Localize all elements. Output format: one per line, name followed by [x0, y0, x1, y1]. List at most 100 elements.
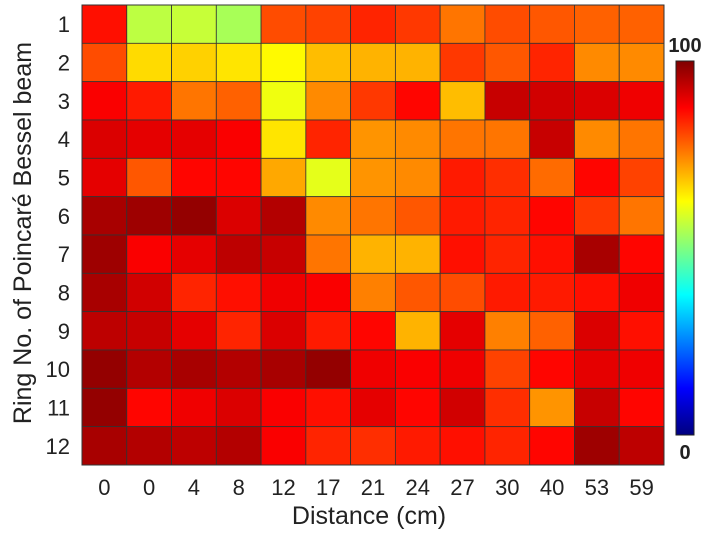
heatmap-cell	[618, 4, 665, 44]
heatmap-cell	[171, 426, 217, 466]
heatmap-cell	[260, 272, 307, 313]
heatmap-cell	[171, 4, 217, 44]
heatmap-cell	[574, 234, 620, 274]
heatmap-cell	[260, 4, 307, 44]
heatmap-cell	[618, 196, 665, 236]
heatmap-cell	[350, 81, 396, 121]
heatmap-cell	[215, 119, 262, 159]
heatmap-cell	[171, 272, 217, 313]
heatmap-cell	[394, 426, 441, 466]
heatmap-cell	[439, 42, 486, 83]
heatmap-cell	[574, 387, 620, 428]
x-tick-label: 24	[406, 475, 430, 500]
heatmap-cell	[484, 119, 531, 159]
x-tick-label: 53	[585, 475, 609, 500]
heatmap-cell	[618, 426, 665, 466]
heatmap-cell	[618, 157, 665, 198]
y-tick-label: 12	[46, 434, 70, 459]
heatmap-cell	[484, 387, 531, 428]
heatmap-cell	[171, 387, 217, 428]
heatmap-cell	[394, 311, 441, 351]
plot-frame	[81, 4, 665, 466]
x-tick-label: 8	[233, 475, 245, 500]
heatmap-cell	[394, 196, 441, 236]
heatmap-cell	[126, 81, 172, 121]
heatmap-cell	[260, 349, 307, 389]
heatmap-cell	[260, 234, 307, 274]
heatmap-cell	[350, 119, 396, 159]
x-tick-label: 0	[143, 475, 155, 500]
x-tick-label: 27	[450, 475, 474, 500]
heatmap-cell	[394, 272, 441, 313]
heatmap-cell	[81, 349, 128, 389]
heatmap-cell	[574, 426, 620, 466]
heatmap-cell	[81, 196, 128, 236]
heatmap-cell	[394, 349, 441, 389]
heatmap-cell	[350, 4, 396, 44]
heatmap-cell	[171, 234, 217, 274]
y-tick-label: 2	[58, 51, 70, 76]
heatmap-cell	[305, 349, 352, 389]
heatmap-cell	[618, 272, 665, 313]
heatmap-cell	[260, 157, 307, 198]
heatmap-cell	[529, 157, 575, 198]
heatmap-cell	[574, 42, 620, 83]
heatmap-cell	[484, 196, 531, 236]
heatmap-cell	[529, 234, 575, 274]
heatmap-cell	[439, 387, 486, 428]
heatmap-cell	[305, 234, 352, 274]
heatmap-cell	[574, 4, 620, 44]
heatmap-cell	[260, 42, 307, 83]
heatmap-cell	[574, 81, 620, 121]
y-tick-label: 1	[58, 12, 70, 37]
heatmap-cell	[484, 234, 531, 274]
heatmap-cell	[305, 426, 352, 466]
heatmap-cell	[171, 311, 217, 351]
heatmap-cell	[529, 426, 575, 466]
heatmap-cell	[305, 4, 352, 44]
x-tick-label: 40	[540, 475, 564, 500]
x-tick-label: 17	[316, 475, 340, 500]
heatmap-cell	[529, 387, 575, 428]
heatmap-cell	[215, 42, 262, 83]
heatmap-cell	[484, 272, 531, 313]
heatmap-cell	[126, 311, 172, 351]
heatmap-cell	[215, 4, 262, 44]
heatmap-cell	[350, 42, 396, 83]
heatmap-cell	[350, 196, 396, 236]
heatmap-cell	[171, 119, 217, 159]
heatmap-cell	[394, 81, 441, 121]
heatmap-cell	[81, 4, 128, 44]
heatmap-cell	[394, 387, 441, 428]
heatmap-cell	[618, 81, 665, 121]
heatmap-cell	[81, 272, 128, 313]
heatmap-cell	[394, 4, 441, 44]
x-tick-label: 4	[188, 475, 200, 500]
heatmap-cell	[171, 81, 217, 121]
heatmap-cell	[574, 157, 620, 198]
x-axis-label: Distance (cm)	[292, 502, 446, 530]
heatmap-cell	[439, 196, 486, 236]
heatmap-cell	[260, 387, 307, 428]
x-tick-label: 21	[361, 475, 385, 500]
y-tick-label: 11	[47, 396, 70, 421]
heatmap-cell	[215, 157, 262, 198]
heatmap-cell	[126, 119, 172, 159]
heatmap-cell	[305, 81, 352, 121]
heatmap-cell	[81, 119, 128, 159]
y-tick-label: 10	[46, 357, 70, 382]
heatmap-cell	[126, 349, 172, 389]
heatmap-cell	[394, 42, 441, 83]
colorbar	[675, 60, 695, 436]
heatmap-cell	[574, 119, 620, 159]
heatmap-cell	[260, 81, 307, 121]
heatmap-cell	[350, 387, 396, 428]
heatmap-cell	[439, 272, 486, 313]
heatmap-cell	[618, 349, 665, 389]
heatmap-cell	[484, 349, 531, 389]
heatmap-cell	[260, 426, 307, 466]
heatmap-cell	[439, 311, 486, 351]
heatmap-cell	[350, 234, 396, 274]
heatmap-cell	[529, 272, 575, 313]
